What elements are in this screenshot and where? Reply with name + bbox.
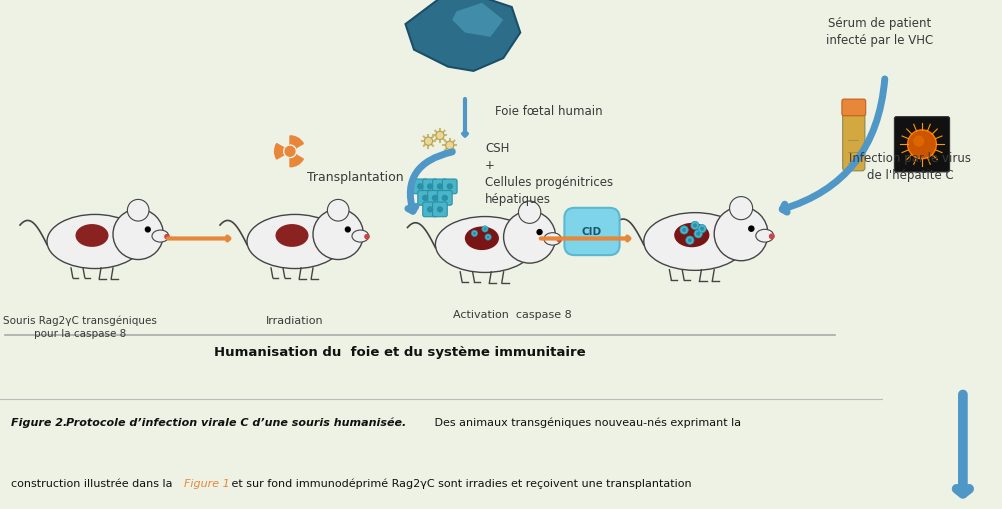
Text: Figure 1: Figure 1 xyxy=(183,477,229,488)
FancyBboxPatch shape xyxy=(422,203,437,217)
Ellipse shape xyxy=(756,230,773,243)
Circle shape xyxy=(437,185,442,189)
Ellipse shape xyxy=(464,227,498,250)
FancyBboxPatch shape xyxy=(432,180,447,194)
Text: CID: CID xyxy=(581,227,601,237)
Circle shape xyxy=(748,227,754,232)
Circle shape xyxy=(728,197,752,220)
Circle shape xyxy=(481,227,488,233)
Circle shape xyxy=(690,222,698,230)
Circle shape xyxy=(679,227,687,235)
Circle shape xyxy=(127,200,149,221)
Circle shape xyxy=(693,230,701,239)
FancyBboxPatch shape xyxy=(413,180,427,194)
FancyBboxPatch shape xyxy=(842,110,864,172)
Circle shape xyxy=(447,185,452,189)
Circle shape xyxy=(436,132,444,140)
Circle shape xyxy=(427,185,432,189)
Ellipse shape xyxy=(543,233,561,246)
Circle shape xyxy=(437,208,442,212)
Circle shape xyxy=(907,131,936,159)
Circle shape xyxy=(471,231,477,237)
Circle shape xyxy=(445,142,454,150)
Text: Protocole d’infection virale C d’une souris humanisée.: Protocole d’infection virale C d’une sou… xyxy=(66,417,406,427)
Ellipse shape xyxy=(643,213,745,271)
Ellipse shape xyxy=(246,215,343,269)
Circle shape xyxy=(327,200,349,221)
Circle shape xyxy=(427,208,432,212)
Ellipse shape xyxy=(435,217,534,273)
Circle shape xyxy=(685,237,693,245)
Text: Infection par le virus
de l'hépatite C: Infection par le virus de l'hépatite C xyxy=(848,152,970,182)
Wedge shape xyxy=(290,146,296,152)
Text: Des animaux transgéniques nouveau-nés exprimant la: Des animaux transgéniques nouveau-nés ex… xyxy=(430,417,740,428)
Circle shape xyxy=(687,239,691,243)
Circle shape xyxy=(912,136,924,148)
Text: Sérum de patient
infecté par le VHC: Sérum de patient infecté par le VHC xyxy=(826,17,933,47)
Circle shape xyxy=(681,229,685,233)
Circle shape xyxy=(483,228,486,231)
Circle shape xyxy=(713,208,768,261)
Wedge shape xyxy=(290,136,303,152)
FancyBboxPatch shape xyxy=(442,180,457,194)
Text: construction illustrée dans la: construction illustrée dans la xyxy=(11,477,175,488)
Wedge shape xyxy=(275,145,290,160)
Circle shape xyxy=(345,228,350,233)
Circle shape xyxy=(313,210,363,260)
Ellipse shape xyxy=(152,231,168,243)
Circle shape xyxy=(692,224,696,228)
Text: Figure 2.: Figure 2. xyxy=(11,417,67,427)
Polygon shape xyxy=(405,0,520,72)
Circle shape xyxy=(164,235,169,239)
Circle shape xyxy=(486,236,489,239)
Wedge shape xyxy=(284,149,290,155)
Circle shape xyxy=(695,232,699,236)
Circle shape xyxy=(145,228,150,233)
Ellipse shape xyxy=(75,224,108,247)
Text: Activation  caspase 8: Activation caspase 8 xyxy=(452,309,571,319)
Circle shape xyxy=(699,227,703,231)
FancyBboxPatch shape xyxy=(432,203,447,217)
Wedge shape xyxy=(290,152,296,158)
Circle shape xyxy=(365,235,369,239)
Circle shape xyxy=(418,185,422,189)
Circle shape xyxy=(113,210,163,260)
Ellipse shape xyxy=(276,224,309,247)
Circle shape xyxy=(536,230,541,235)
FancyBboxPatch shape xyxy=(564,208,619,256)
Circle shape xyxy=(442,196,447,201)
Ellipse shape xyxy=(673,223,708,248)
Polygon shape xyxy=(452,4,503,38)
Circle shape xyxy=(769,235,774,239)
Text: Souris Rag2γC transgéniques
pour la caspase 8: Souris Rag2γC transgéniques pour la casp… xyxy=(3,315,156,338)
Circle shape xyxy=(432,196,437,201)
Text: CSH
+
Cellules progénitrices
hépatiques: CSH + Cellules progénitrices hépatiques xyxy=(485,142,612,206)
Text: et sur fond immunodéprimé Rag2γC sont irradies et reçoivent une transplantation: et sur fond immunodéprimé Rag2γC sont ir… xyxy=(227,477,690,488)
Text: Foie fœtal humain: Foie fœtal humain xyxy=(495,105,602,118)
FancyBboxPatch shape xyxy=(427,191,442,206)
Circle shape xyxy=(557,238,561,242)
Text: Transplantation: Transplantation xyxy=(307,171,403,184)
Ellipse shape xyxy=(352,231,369,243)
FancyBboxPatch shape xyxy=(422,180,437,194)
Circle shape xyxy=(503,212,555,264)
FancyBboxPatch shape xyxy=(841,100,865,117)
Text: Irradiation: Irradiation xyxy=(266,315,324,325)
Circle shape xyxy=(485,235,491,241)
Circle shape xyxy=(424,138,432,146)
Circle shape xyxy=(422,196,427,201)
Circle shape xyxy=(285,147,295,157)
Circle shape xyxy=(472,232,476,235)
FancyBboxPatch shape xyxy=(437,191,452,206)
Circle shape xyxy=(697,225,705,233)
Ellipse shape xyxy=(47,215,143,269)
FancyBboxPatch shape xyxy=(418,191,432,206)
FancyBboxPatch shape xyxy=(894,118,949,173)
Wedge shape xyxy=(290,152,303,167)
Text: Humanisation du  foie et du système immunitaire: Humanisation du foie et du système immun… xyxy=(214,345,585,358)
Circle shape xyxy=(518,202,540,224)
